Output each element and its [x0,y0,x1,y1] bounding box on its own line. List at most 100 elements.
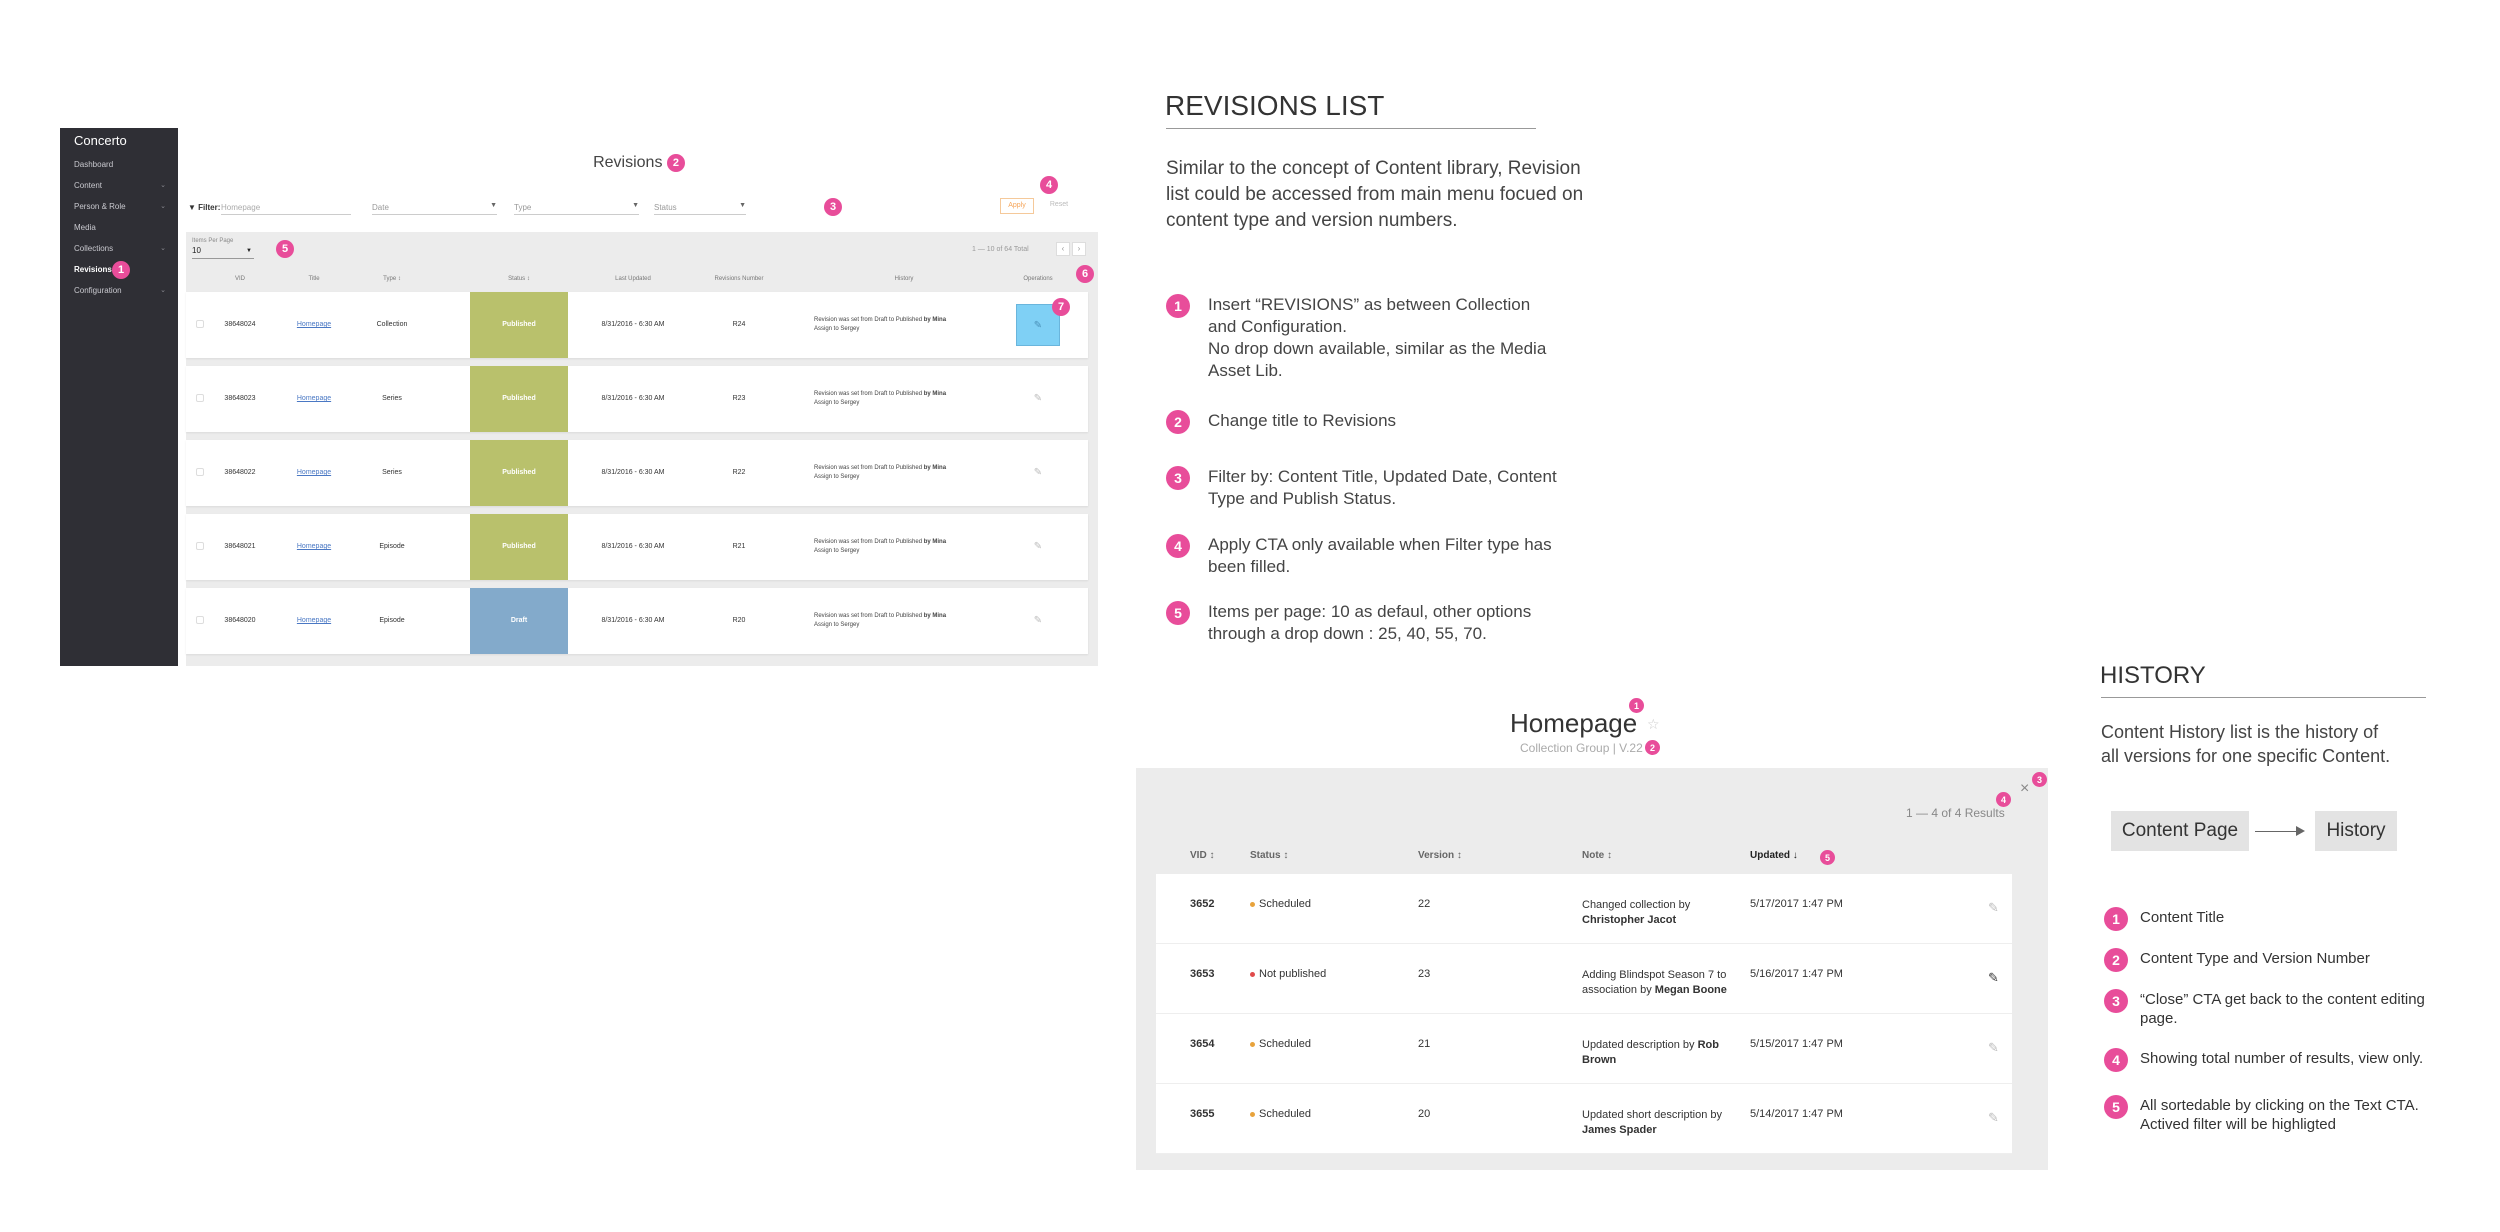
row-revision-number: R22 [732,469,746,476]
row-checkbox[interactable] [196,542,204,550]
table-row: 38648020 Homepage Episode Draft 8/31/2016 - … [186,588,1088,654]
row-last-updated: 8/31/2016 - 6:30 AM [601,469,665,476]
status-badge: Published [470,292,568,358]
filter-date-select[interactable]: Date ▼ [372,199,497,215]
row-title-link[interactable]: Homepage [296,469,332,476]
row-title-link[interactable]: Homepage [296,543,332,550]
history-note-3: 3 “Close” CTA get back to the content edi… [2104,989,2470,1028]
row-vid: 38648023 [224,395,256,402]
heading-divider [1166,128,1536,129]
caret-down-icon: ▼ [632,202,639,209]
page-title: Revisions 2 [178,154,1100,172]
results-count: 1 — 4 of 4 Results [1906,806,2005,820]
annotation-badge: 4 [1040,176,1058,194]
row-title-link[interactable]: Homepage [296,395,332,402]
edit-pencil-icon[interactable]: ✎ [1988,970,1999,985]
status-badge: Published [470,366,568,432]
reset-button[interactable]: Reset [1049,201,1069,208]
history-updated: 5/15/2017 1:47 PM [1750,1038,1843,1050]
annotation-badge: 4 [2104,1048,2128,1072]
filter-type-select[interactable]: Type ▼ [514,199,639,215]
revision-note-3: 3 Filter by: Content Title, Updated Date,… [1166,466,1608,510]
filter-status-select[interactable]: Status ▼ [654,199,746,215]
sidebar-item-dashboard[interactable]: Dashboard [60,154,178,175]
sort-header[interactable]: Note ↕ [1582,850,1612,861]
history-note: Updated description by Rob Brown [1582,1039,1719,1066]
history-note-1: 1 Content Title [2104,907,2470,931]
row-checkbox[interactable] [196,320,204,328]
edit-pencil-icon[interactable]: ✎ [1988,900,1999,915]
sidebar-item-content[interactable]: Content ⌄ [60,175,178,196]
row-vid: 38648022 [224,469,256,476]
history-note: Changed collection by Christopher Jacot [1582,899,1691,926]
row-revision-number: R24 [732,321,746,328]
column-header: Operations [1023,276,1053,282]
history-intro: Content History list is the history of a… [2101,722,2391,766]
history-heading: HISTORY [2100,662,2206,689]
caret-down-icon: ▼ [490,202,497,209]
history-status: Scheduled [1250,1038,1311,1050]
history-vid: 3653 [1190,968,1215,980]
close-button[interactable]: × [2020,780,2030,797]
edit-pencil-icon[interactable]: ✎ [1988,1040,1999,1055]
revision-note-1: 1 Insert “REVISIONS” as between Collectio… [1166,294,1608,382]
filter-bar: ▼ Filter: Homepage Date ▼ Type ▼ Status ▼ 3 [178,196,1100,224]
filter-icon: ▼ [188,203,196,212]
status-dot [1250,1041,1255,1047]
column-header[interactable]: Type ↕ [383,276,401,282]
row-title-link[interactable]: Homepage [296,617,332,624]
row-checkbox[interactable] [196,468,204,476]
edit-pencil-icon[interactable]: ✎ [1033,541,1043,552]
history-note: Adding Blindspot Season 7 to association… [1582,969,1727,996]
history-version: 20 [1418,1108,1431,1120]
sidebar-item-person-role[interactable]: Person & Role ⌄ [60,196,178,217]
sort-header[interactable]: Updated ↓ [1750,850,1798,861]
sidebar-item-collections[interactable]: Collections ⌄ [60,238,178,259]
sidebar-item-configuration[interactable]: Configuration ⌄ [60,280,178,301]
star-icon[interactable]: ☆ [1647,716,1660,732]
sidebar-item-media[interactable]: Media [60,217,178,238]
row-checkbox[interactable] [196,394,204,402]
annotation-badge: 5 [276,240,294,258]
edit-pencil-icon[interactable]: ✎ [1988,1110,1999,1125]
next-page-button[interactable]: › [1072,242,1086,256]
flow-history: History [2315,811,2397,851]
annotation-badge: 3 [1166,466,1190,490]
apply-button[interactable]: Apply [1000,198,1034,214]
annotation-badge: 3 [2032,772,2047,787]
history-content-subtitle: Collection Group | V.22 [1520,741,1643,755]
row-revision-number: R21 [732,543,746,550]
column-header: History [894,276,914,282]
annotation-badge: 6 [1076,265,1094,283]
revision-note-5: 5 Items per page: 10 as defaul, other opt… [1166,601,1608,645]
row-last-updated: 8/31/2016 - 6:30 AM [601,543,665,550]
history-version: 22 [1418,898,1431,910]
chevron-down-icon: ⌄ [160,245,166,252]
sort-header[interactable]: VID ↕ [1190,850,1215,861]
edit-pencil-icon[interactable]: ✎ [1033,467,1043,478]
sidebar-item-revisions[interactable]: Revisions 1 [60,259,178,280]
history-status: Scheduled [1250,898,1311,910]
row-history: Revision was set from Draft to Published… [814,317,947,332]
row-vid: 38648024 [224,321,256,328]
sort-header[interactable]: Version ↕ [1418,850,1462,861]
history-vid: 3652 [1190,898,1215,910]
row-last-updated: 8/31/2016 - 6:30 AM [601,395,665,402]
edit-pencil-icon[interactable]: ✎ [1033,393,1043,404]
annotation-badge: 1 [2104,907,2128,931]
sort-header[interactable]: Status ↕ [1250,850,1289,861]
row-title-link[interactable]: Homepage [296,321,332,328]
filter-title-input[interactable]: Homepage [221,199,351,215]
row-type: Episode [379,617,405,624]
column-header[interactable]: Status ↕ [508,276,530,282]
history-vid: 3654 [1190,1038,1215,1050]
history-row: 3654 Scheduled 21 Updated description by Ro… [1156,1014,2012,1084]
edit-pencil-icon[interactable]: ✎ [1033,615,1043,626]
chevron-down-icon: ⌄ [160,203,166,210]
annotation-badge: 3 [2104,989,2128,1013]
prev-page-button[interactable]: ‹ [1056,242,1070,256]
sidebar-item-label: Configuration [74,286,122,295]
row-checkbox[interactable] [196,616,204,624]
history-vid: 3655 [1190,1108,1215,1120]
items-per-page-select[interactable]: 10 ▼ [192,246,254,259]
